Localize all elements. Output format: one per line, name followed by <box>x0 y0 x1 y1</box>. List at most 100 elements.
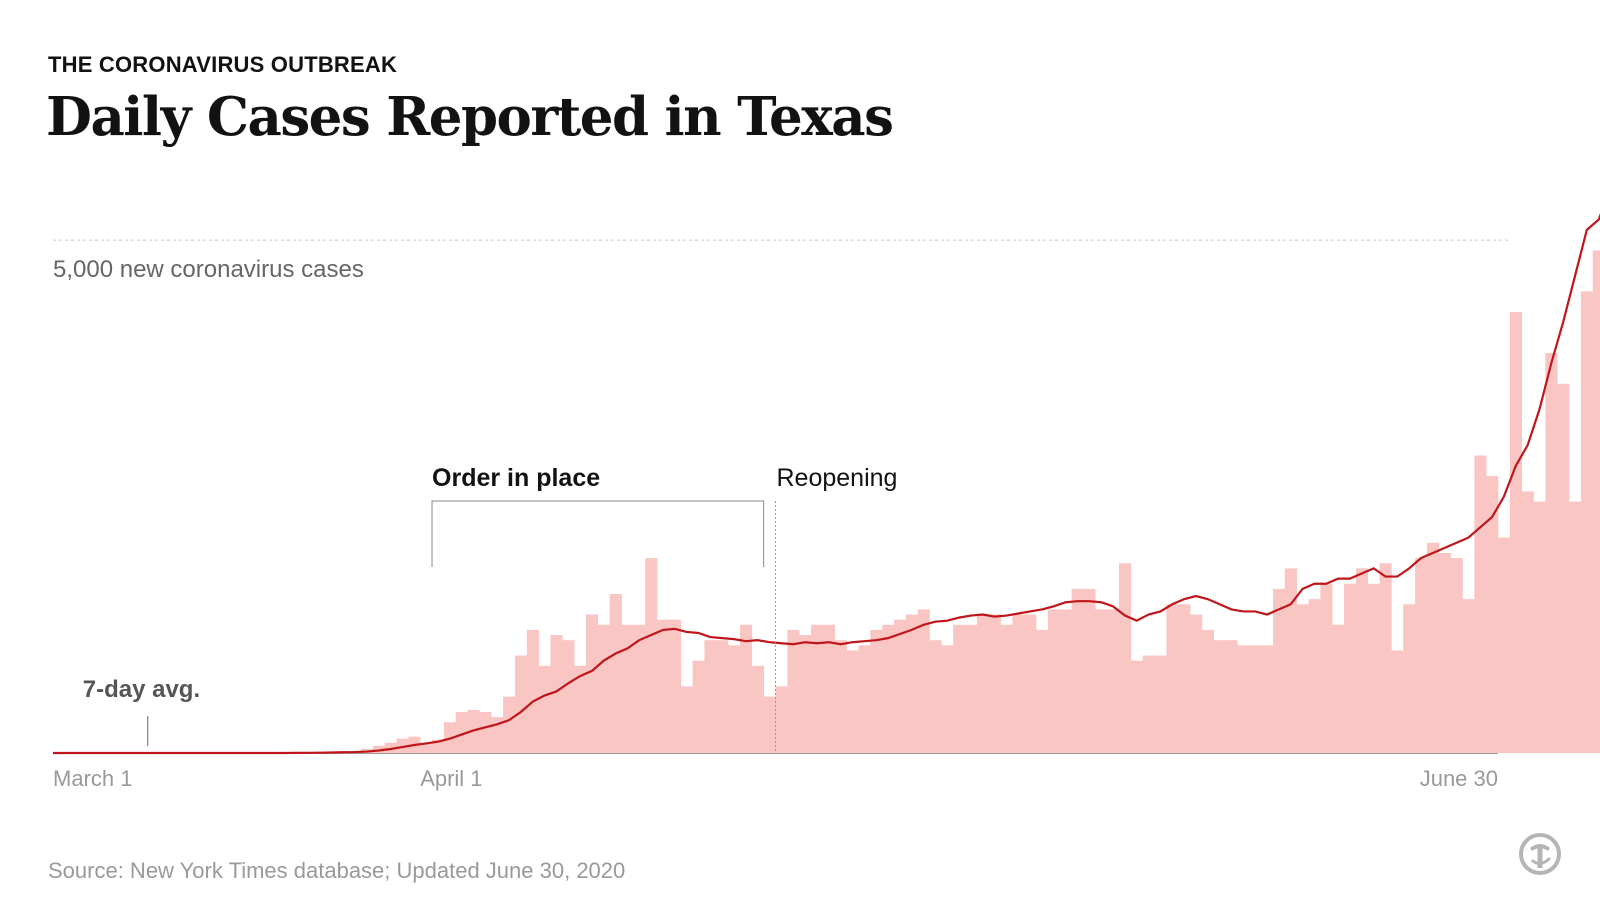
bar <box>704 640 717 753</box>
bar <box>716 640 729 753</box>
bar <box>787 629 800 753</box>
bar <box>1462 599 1475 753</box>
bar <box>1521 491 1534 753</box>
bar <box>597 624 610 753</box>
bar <box>893 619 907 753</box>
bar <box>1379 563 1392 753</box>
bar <box>905 614 918 753</box>
bar <box>1415 558 1428 753</box>
bar <box>1320 583 1333 753</box>
bar <box>739 624 753 753</box>
bar <box>420 742 433 753</box>
bar <box>1332 624 1345 753</box>
bar <box>917 609 930 753</box>
bar <box>1438 552 1451 753</box>
bar <box>1249 645 1262 753</box>
bar <box>1154 655 1167 753</box>
x-tick-label: April 1 <box>420 766 482 791</box>
bar <box>1095 609 1108 753</box>
bar <box>1426 542 1440 753</box>
bar <box>1355 568 1369 753</box>
bar <box>1201 629 1215 753</box>
bar <box>1261 645 1274 753</box>
bar <box>1391 650 1404 753</box>
bar <box>965 624 978 753</box>
source-note: Source: New York Times database; Updated… <box>48 858 626 883</box>
bar <box>1178 604 1191 753</box>
bar <box>621 624 634 753</box>
bar <box>1130 660 1143 753</box>
bar <box>396 738 409 753</box>
bar <box>1486 476 1499 753</box>
avg-label: 7-day avg. <box>83 676 200 703</box>
order-bracket <box>431 500 765 567</box>
bar <box>728 645 741 753</box>
bar <box>1107 609 1120 753</box>
bar <box>562 640 575 753</box>
bar <box>870 629 883 753</box>
bar <box>609 594 622 753</box>
bar <box>1118 563 1132 753</box>
bar <box>1012 614 1025 753</box>
bar <box>1071 588 1084 753</box>
bar <box>799 635 812 753</box>
bar <box>1024 614 1037 753</box>
bar <box>1450 558 1463 753</box>
bar <box>1344 583 1357 753</box>
bar <box>1000 624 1013 753</box>
bar <box>1580 291 1594 753</box>
bar <box>585 614 599 753</box>
bar <box>882 624 895 753</box>
bar <box>1272 588 1286 753</box>
bar-group <box>289 250 1600 753</box>
avg-line <box>53 213 1600 755</box>
bar <box>941 645 954 753</box>
bar <box>1237 645 1250 753</box>
x-tick-label: June 30 <box>1420 766 1498 791</box>
bar <box>953 624 966 753</box>
bar <box>1047 609 1061 753</box>
bar <box>503 696 516 753</box>
bar <box>668 619 682 753</box>
bar <box>372 745 385 753</box>
annotation-group: Order in place Reopening 7-day avg. <box>83 464 897 753</box>
bar <box>1592 250 1600 753</box>
chart-kicker: THE CORONAVIRUS OUTBREAK <box>48 52 398 77</box>
x-tick-label: March 1 <box>53 766 132 791</box>
bar <box>1296 604 1309 753</box>
bar <box>538 665 551 753</box>
bar <box>479 711 492 753</box>
bar <box>822 624 836 753</box>
bar <box>1190 614 1203 753</box>
bar <box>1036 629 1049 753</box>
order-label: Order in place <box>432 464 600 492</box>
bar <box>763 696 776 753</box>
bar <box>455 711 468 753</box>
bar <box>1498 537 1511 753</box>
nyt-logo-icon <box>1519 833 1561 875</box>
bar <box>1213 640 1226 753</box>
bar <box>633 624 646 753</box>
bar <box>657 619 670 753</box>
bar <box>514 655 528 753</box>
bar <box>1142 655 1155 753</box>
bar <box>1367 583 1380 753</box>
bar <box>680 686 693 753</box>
bar <box>1284 568 1297 753</box>
chart-title: Daily Cases Reported in Texas <box>46 86 894 148</box>
bar <box>645 558 658 753</box>
bar <box>811 624 824 753</box>
bar <box>988 614 1001 753</box>
bar <box>1474 455 1487 753</box>
bar <box>574 665 587 753</box>
bar <box>834 640 847 753</box>
bar <box>1533 501 1546 753</box>
x-tick-group: March 1 April 1 June 30 <box>53 766 1498 791</box>
bar <box>692 660 705 753</box>
bar <box>1569 501 1582 753</box>
bar <box>1308 599 1321 753</box>
bar <box>1059 609 1072 753</box>
bar <box>929 640 942 753</box>
bar <box>1403 604 1416 753</box>
